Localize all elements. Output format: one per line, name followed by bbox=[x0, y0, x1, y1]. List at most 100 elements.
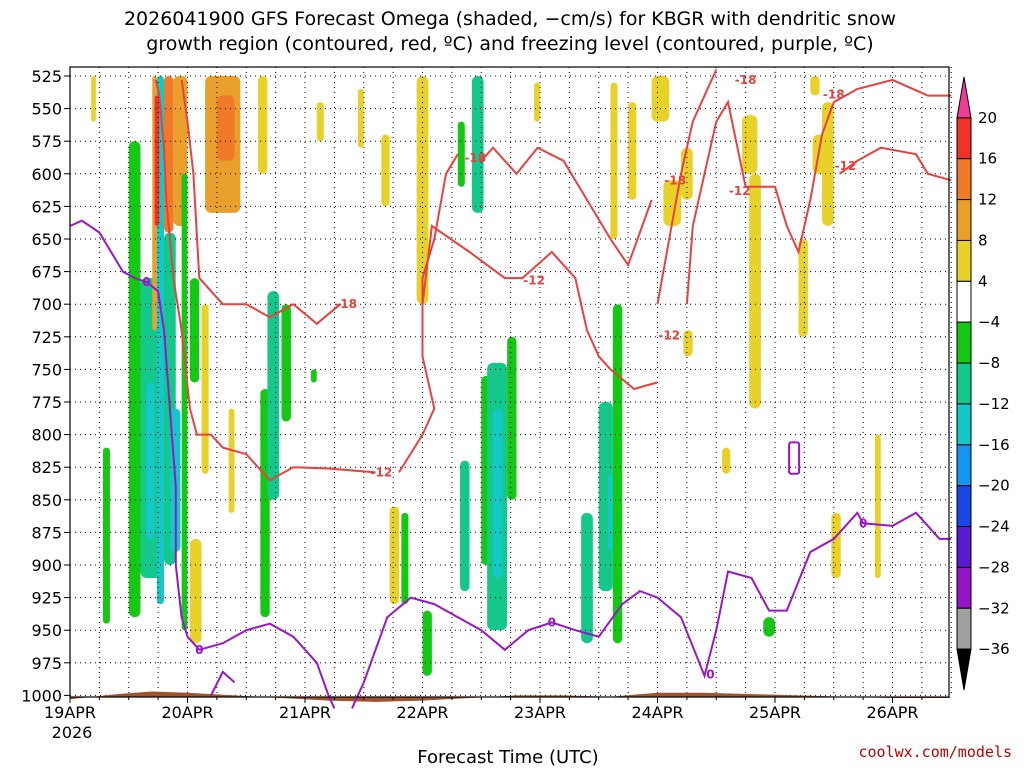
colorbar-label: 8 bbox=[978, 231, 988, 249]
y-tick-label: 675 bbox=[31, 263, 62, 282]
y-tick-label: 975 bbox=[31, 654, 62, 673]
colorbar-segment bbox=[956, 362, 972, 405]
contour-labels: -18 -12 -18 -12 -18 -12 -12 -18 -18 -12 0 0 0 0 0 bbox=[142, 73, 867, 682]
omega-region bbox=[493, 408, 503, 579]
y-tick-label: 875 bbox=[31, 523, 62, 542]
omega-region bbox=[581, 512, 593, 644]
omega-region bbox=[810, 76, 820, 96]
dendritic-contour-line bbox=[656, 69, 718, 305]
colorbar-label: −24 bbox=[978, 518, 1010, 536]
freezing-contour-label: 0 bbox=[706, 668, 714, 682]
omega-region bbox=[91, 76, 96, 122]
omega-region bbox=[281, 304, 291, 422]
freezing-contour-closed bbox=[788, 441, 801, 475]
y-tick-label: 525 bbox=[31, 67, 62, 86]
omega-region bbox=[612, 304, 623, 644]
y-tick-label: 700 bbox=[31, 295, 62, 314]
y-tick-label: 650 bbox=[31, 230, 62, 249]
dendritic-contour-label: -12 bbox=[835, 159, 857, 173]
omega-region bbox=[216, 95, 235, 161]
omega-region bbox=[722, 447, 731, 474]
colorbar-segment bbox=[956, 280, 972, 323]
colorbar: 20 16 12 8 4 −4 −8 −12 −16 −20 −24 −28 −32 −36 bbox=[956, 76, 1010, 691]
colorbar-segment bbox=[956, 158, 972, 201]
colorbar-segment bbox=[956, 607, 972, 650]
colorbar-label: 16 bbox=[978, 150, 997, 168]
dendritic-contour-line bbox=[421, 224, 658, 391]
colorbar-segment bbox=[956, 444, 972, 487]
y-tick-label: 625 bbox=[31, 197, 62, 216]
dendritic-contour-label: -18 bbox=[335, 297, 357, 311]
omega-region bbox=[798, 239, 808, 337]
omega-region bbox=[763, 617, 775, 637]
dendritic-contour-label: -18 bbox=[465, 151, 487, 165]
dendritic-contour-line bbox=[154, 79, 376, 482]
omega-region bbox=[228, 408, 235, 513]
colorbar-label: −36 bbox=[978, 640, 1010, 658]
dendritic-contour-line bbox=[398, 153, 459, 473]
freezing-contour-line bbox=[210, 670, 236, 696]
omega-region bbox=[146, 382, 155, 539]
omega-region bbox=[457, 121, 465, 187]
omega-region bbox=[181, 173, 188, 631]
omega-region bbox=[749, 173, 761, 409]
freezing-contour-label: 0 bbox=[548, 615, 556, 629]
omega-region bbox=[628, 102, 637, 200]
dendritic-contour-label: -18 bbox=[664, 173, 686, 187]
colorbar-segment bbox=[956, 403, 972, 446]
omega-region bbox=[822, 102, 834, 226]
dendritic-contour-label: -12 bbox=[658, 328, 680, 342]
dendritic-contour-label: -12 bbox=[523, 274, 545, 288]
omega-region bbox=[258, 76, 268, 174]
omega-region bbox=[742, 115, 758, 174]
y-tick-label: 800 bbox=[31, 426, 62, 445]
y-tick-label: 900 bbox=[31, 556, 62, 575]
colorbar-label: 4 bbox=[978, 272, 988, 290]
omega-region bbox=[831, 512, 841, 579]
omega-region bbox=[357, 89, 364, 148]
omega-region bbox=[389, 506, 399, 605]
dendritic-contour-label: -18 bbox=[735, 73, 757, 87]
x-axis-label: Forecast Time (UTC) bbox=[417, 747, 598, 768]
freezing-contour-label: 0 bbox=[195, 643, 203, 657]
y-tick-label: 600 bbox=[31, 165, 62, 184]
colorbar-segment bbox=[956, 321, 972, 364]
y-tick-label: 925 bbox=[31, 589, 62, 608]
x-tick-label: 20APR bbox=[161, 703, 213, 722]
colorbar-label: 20 bbox=[978, 109, 997, 127]
plot-border bbox=[69, 66, 950, 698]
x-tick-label: 22APR bbox=[396, 703, 448, 722]
dendritic-growth-contours bbox=[154, 69, 952, 482]
x-tick-label: 21APR bbox=[279, 703, 331, 722]
omega-shading bbox=[91, 76, 881, 676]
omega-region bbox=[471, 76, 484, 213]
colorbar-label: −4 bbox=[978, 313, 1000, 331]
y-tick-label: 775 bbox=[31, 393, 62, 412]
omega-region bbox=[663, 180, 681, 226]
omega-region bbox=[267, 291, 280, 500]
colorbar-segment bbox=[956, 648, 972, 691]
y-tick-label: 850 bbox=[31, 491, 62, 510]
omega-region bbox=[154, 95, 160, 226]
omega-region bbox=[316, 102, 324, 142]
omega-region bbox=[416, 76, 429, 305]
colorbar-label: −16 bbox=[978, 436, 1010, 454]
dendritic-contour-line bbox=[685, 78, 952, 305]
omega-region bbox=[201, 304, 209, 474]
colorbar-segment bbox=[956, 199, 972, 241]
colorbar-label: 12 bbox=[978, 191, 997, 209]
omega-region bbox=[460, 460, 470, 592]
colorbar-label: −20 bbox=[978, 477, 1010, 495]
colorbar-segment bbox=[956, 76, 972, 119]
omega-region bbox=[128, 141, 141, 618]
dendritic-contour-label: -12 bbox=[729, 184, 751, 198]
x-year-label: 2026 bbox=[52, 723, 93, 742]
colorbar-label: −12 bbox=[978, 395, 1010, 413]
x-tick-label: 24APR bbox=[631, 703, 683, 722]
dendritic-contour-label: -12 bbox=[371, 465, 393, 479]
freezing-contour-label: 0 bbox=[142, 275, 150, 289]
chart-title-line1: 2026041900 GFS Forecast Omega (shaded, −… bbox=[124, 8, 896, 30]
omega-region bbox=[164, 76, 174, 233]
omega-region bbox=[874, 434, 881, 579]
